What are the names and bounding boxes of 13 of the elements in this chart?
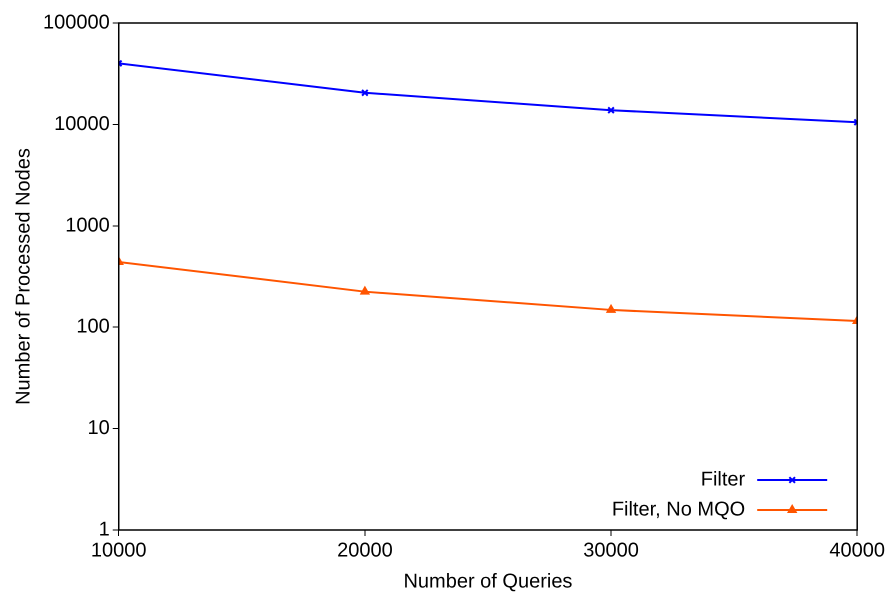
y-axis-title: Number of Processed Nodes — [12, 148, 35, 405]
legend-label: Filter — [700, 468, 746, 491]
x-tick-label: 30000 — [583, 540, 639, 562]
x-tick-label: 20000 — [337, 540, 393, 562]
y-tick-label: 100000 — [42, 12, 110, 34]
x-axis-title: Number of Queries — [403, 570, 572, 593]
y-tick-label: 100 — [76, 316, 110, 338]
y-tick-label: 1000 — [65, 214, 110, 236]
x-tick-label: 40000 — [829, 540, 886, 562]
legend-label: Filter, No MQO — [612, 498, 746, 521]
y-tick-label: 10000 — [54, 112, 110, 135]
y-tick-label: 1 — [98, 518, 110, 541]
y-tick-label: 10 — [87, 417, 110, 440]
